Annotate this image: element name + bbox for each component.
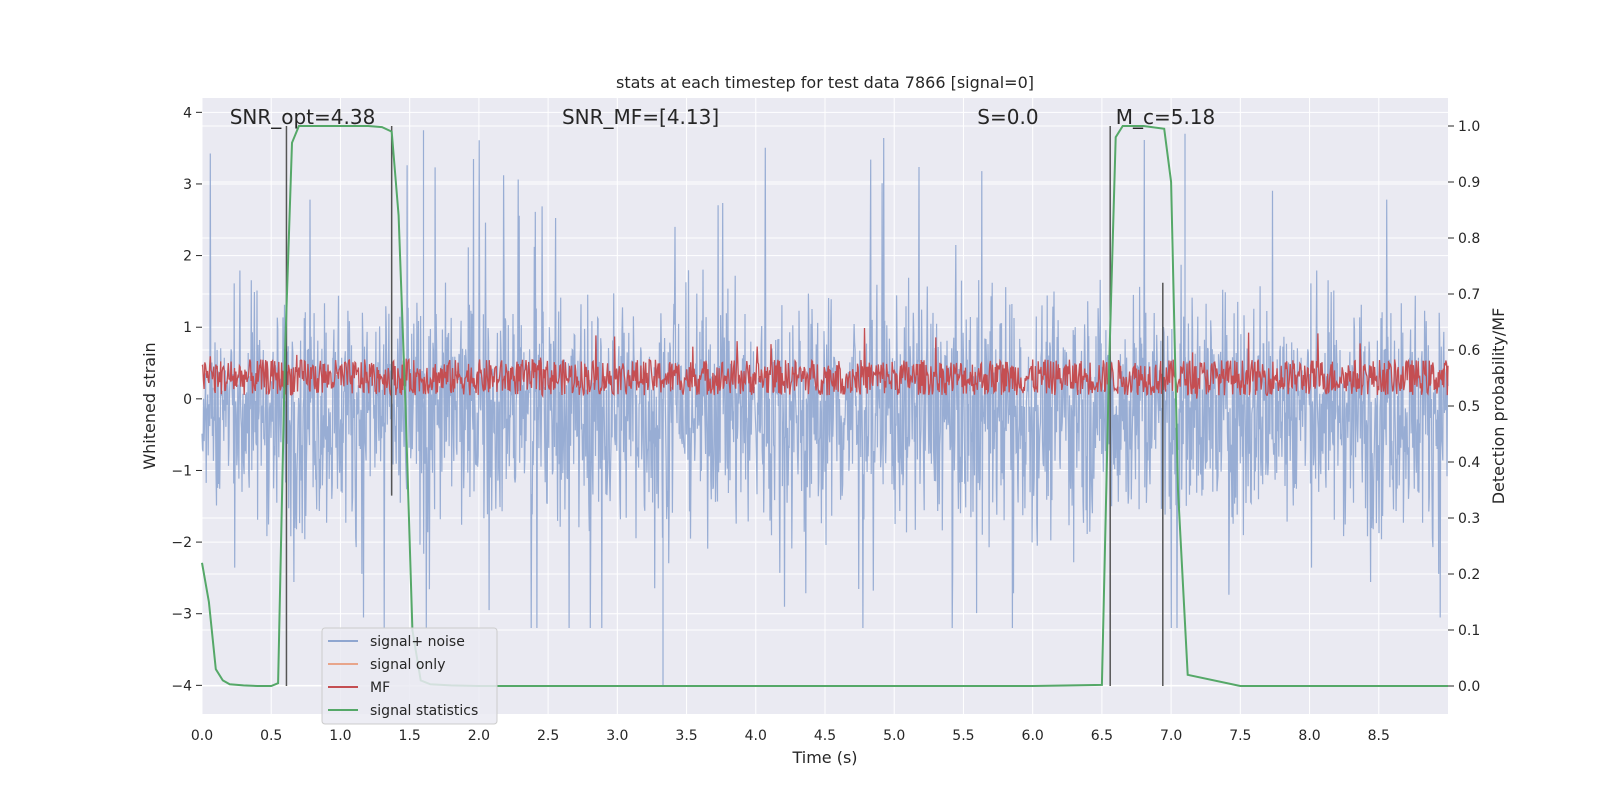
x-tick-label: 6.5 xyxy=(1091,728,1113,744)
y2-tick-label: 0.9 xyxy=(1458,175,1480,191)
x-tick-label: 0.0 xyxy=(191,728,213,744)
y-tick-label: 3 xyxy=(183,177,192,193)
y-tick-label: 0 xyxy=(183,392,192,408)
x-axis-label: Time (s) xyxy=(791,748,857,767)
y2-tick-label: 0.4 xyxy=(1458,455,1480,471)
series-mf xyxy=(201,327,1449,399)
legend-label-signal-statistics: signal statistics xyxy=(370,703,478,719)
y-tick-label: −1 xyxy=(171,463,192,479)
series-signal-statistics xyxy=(201,125,1448,687)
x-tick-label: 2.5 xyxy=(537,728,559,744)
y-tick-label: 4 xyxy=(183,105,192,121)
x-tick-label: 7.5 xyxy=(1229,728,1251,744)
x-tick-label: 1.0 xyxy=(329,728,351,744)
y2-tick-label: 0.5 xyxy=(1458,399,1480,415)
legend-label-signal-noise: signal+ noise xyxy=(370,634,465,650)
x-tick-label: 4.0 xyxy=(745,728,767,744)
annotations: SNR_opt=4.38 SNR_MF=[4.13] S=0.0 M_c=5.18 xyxy=(230,105,1216,129)
x-tick-label: 7.0 xyxy=(1160,728,1182,744)
y2-tick-label: 0.0 xyxy=(1458,679,1480,695)
y-tick-label: −2 xyxy=(171,535,192,551)
annotation-text: S=0.0 xyxy=(977,105,1038,129)
annotation-text: SNR_MF=[4.13] xyxy=(562,105,719,129)
legend: signal+ noise signal only MF signal stat… xyxy=(321,627,498,725)
y-axis-label: Whitened strain xyxy=(140,342,159,469)
y-tick-label: 2 xyxy=(183,249,192,265)
y-tick-label: −3 xyxy=(171,607,192,623)
x-tick-label: 0.5 xyxy=(260,728,282,744)
y-tick-label: 1 xyxy=(183,320,192,336)
x-tick-label: 4.5 xyxy=(814,728,836,744)
y2-tick-label: 0.7 xyxy=(1458,287,1480,303)
x-tick-label: 2.0 xyxy=(468,728,490,744)
y2-axis-label: Detection probability/MF xyxy=(1489,308,1508,505)
annotation-text: M_c=5.18 xyxy=(1116,105,1216,129)
y-tick-label: −4 xyxy=(171,678,192,694)
x-tick-label: 8.5 xyxy=(1368,728,1390,744)
ticks: 0.0 0.5 1.0 1.5 2.0 2.5 3.0 3.5 4.0 4.5 5.0 5.5 6.0 6… xyxy=(171,105,1480,744)
annotation-text: SNR_opt=4.38 xyxy=(230,105,376,129)
y2-tick-label: 0.8 xyxy=(1458,231,1480,247)
y2-tick-label: 0.6 xyxy=(1458,343,1480,359)
y2-tick-label: 0.2 xyxy=(1458,567,1480,583)
x-tick-label: 6.0 xyxy=(1022,728,1044,744)
x-tick-label: 1.5 xyxy=(399,728,421,744)
x-tick-label: 8.0 xyxy=(1298,728,1320,744)
y2-tick-label: 0.1 xyxy=(1458,623,1480,639)
series-signal-noise xyxy=(201,130,1449,686)
legend-box xyxy=(321,627,498,725)
x-tick-label: 3.5 xyxy=(675,728,697,744)
x-tick-label: 5.5 xyxy=(952,728,974,744)
legend-label-signal-only: signal only xyxy=(370,657,445,673)
chart-title: stats at each timestep for test data 786… xyxy=(616,73,1034,92)
x-tick-label: 5.0 xyxy=(883,728,905,744)
series-layer xyxy=(201,125,1449,687)
y2-tick-label: 1.0 xyxy=(1458,119,1480,135)
x-tick-label: 3.0 xyxy=(606,728,628,744)
y2-tick-label: 0.3 xyxy=(1458,511,1480,527)
legend-label-mf: MF xyxy=(370,680,390,696)
